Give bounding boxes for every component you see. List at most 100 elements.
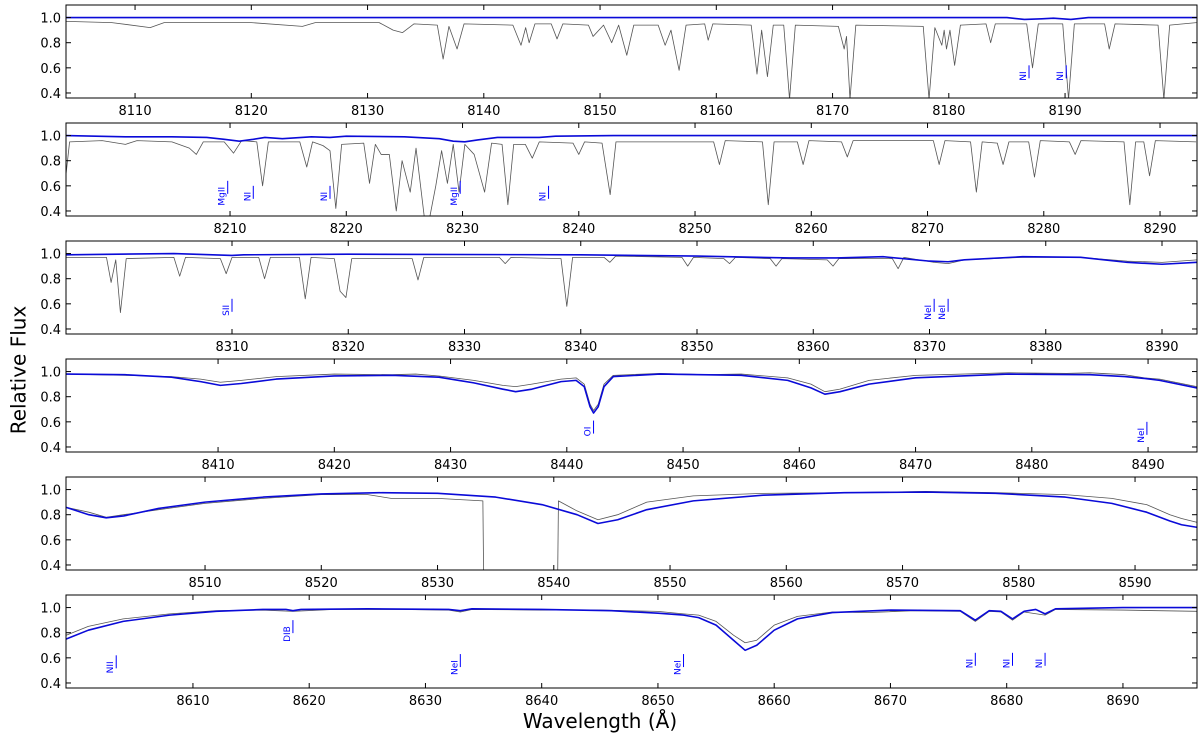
panel-frame <box>65 476 1198 571</box>
plot-area <box>66 606 1197 652</box>
x-tick-label: 8170 <box>816 104 849 119</box>
x-tick-label: 8160 <box>700 104 733 119</box>
annotation-label: NI <box>965 659 975 668</box>
annotation-label: SII <box>222 305 232 316</box>
annotation-label: MgII <box>218 187 228 206</box>
x-tick-label: 8550 <box>653 576 686 591</box>
x-tick-label: 8480 <box>1015 458 1048 473</box>
panel-frame <box>65 594 1198 689</box>
x-tick-label: 8350 <box>680 340 713 355</box>
annotation-label: NII <box>106 661 116 673</box>
spectrum-line <box>66 255 1197 314</box>
x-axis-title: Wavelength (Å) <box>523 709 677 733</box>
spectrum-line <box>66 373 1197 414</box>
plot-area <box>66 372 1197 414</box>
x-tick-label: 8270 <box>911 222 944 237</box>
y-tick-label: 0.4 <box>40 205 61 220</box>
plot-area <box>66 134 1197 216</box>
spectrum-line <box>66 609 1197 644</box>
spectrum-line <box>66 252 1197 266</box>
y-tick-label: 1.0 <box>40 366 61 381</box>
panel-frame <box>65 122 1198 217</box>
plot-area <box>66 252 1197 314</box>
x-tick-label: 8690 <box>1106 694 1139 709</box>
annotation-label: DIB <box>283 626 293 642</box>
annotation-label: NI <box>1035 659 1045 668</box>
x-tick-label: 8410 <box>202 458 235 473</box>
y-tick-label: 0.8 <box>40 509 61 524</box>
x-tick-label: 8570 <box>886 576 919 591</box>
annotation-label: NI <box>1019 71 1029 80</box>
x-tick-label: 8520 <box>305 576 338 591</box>
annotation-label: OI <box>584 427 594 437</box>
x-tick-label: 8530 <box>421 576 454 591</box>
y-tick-label: 1.0 <box>40 602 61 617</box>
y-tick-label: 1.0 <box>40 12 61 27</box>
x-tick-label: 8290 <box>1143 222 1176 237</box>
x-tick-label: 8120 <box>235 104 268 119</box>
y-tick-label: 0.8 <box>40 273 61 288</box>
y-tick-label: 0.6 <box>40 62 61 77</box>
annotation-label: NI <box>1056 71 1066 80</box>
x-tick-label: 8130 <box>351 104 384 119</box>
panel: SII NeI NeI 8310 8320 8330 8340 8350 8360 8370 838… <box>40 240 1198 355</box>
annotation-label: MgII <box>450 187 460 206</box>
panel-frame <box>65 4 1198 99</box>
y-tick-label: 0.4 <box>40 677 61 692</box>
x-tick-label: 8260 <box>795 222 828 237</box>
x-tick-label: 8240 <box>562 222 595 237</box>
x-tick-label: 8380 <box>1029 340 1062 355</box>
x-tick-label: 8190 <box>1049 104 1082 119</box>
y-tick-label: 0.6 <box>40 298 61 313</box>
spectrum-line <box>66 134 1197 143</box>
x-tick-label: 8210 <box>213 222 246 237</box>
x-tick-label: 8440 <box>550 458 583 473</box>
annotation-label: NeI <box>1137 428 1147 443</box>
x-tick-label: 8280 <box>1027 222 1060 237</box>
annotation-label: NeI <box>938 305 948 320</box>
y-tick-label: 1.0 <box>40 130 61 145</box>
x-tick-label: 8560 <box>770 576 803 591</box>
spectrum-line <box>66 20 1197 98</box>
panel: NII DIB NeI NeI NI NI NI 8610 8620 8630 8640 8650 86… <box>40 594 1198 709</box>
spectrum-line <box>66 140 1197 216</box>
panel-frame <box>65 240 1198 335</box>
x-tick-label: 8630 <box>409 694 442 709</box>
x-tick-label: 8680 <box>990 694 1023 709</box>
panel: NI NI 8110 8120 8130 8140 8150 8160 8170 8180 8190… <box>40 4 1198 119</box>
annotation-label: NeI <box>924 305 934 320</box>
y-tick-label: 1.0 <box>40 484 61 499</box>
annotation-label: NI <box>243 192 253 201</box>
y-tick-label: 0.4 <box>40 441 61 456</box>
x-tick-label: 8660 <box>758 694 791 709</box>
x-tick-label: 8390 <box>1145 340 1178 355</box>
y-axis-title: Relative Flux <box>7 306 31 435</box>
spectrum-line <box>66 491 1197 570</box>
x-tick-label: 8640 <box>525 694 558 709</box>
x-tick-label: 8510 <box>188 576 221 591</box>
x-tick-label: 8620 <box>293 694 326 709</box>
x-tick-label: 8320 <box>332 340 365 355</box>
y-tick-label: 0.6 <box>40 534 61 549</box>
x-tick-label: 8430 <box>434 458 467 473</box>
x-tick-label: 8370 <box>913 340 946 355</box>
x-tick-label: 8490 <box>1132 458 1165 473</box>
y-tick-label: 0.8 <box>40 391 61 406</box>
x-tick-label: 8460 <box>783 458 816 473</box>
x-tick-label: 8470 <box>899 458 932 473</box>
x-tick-label: 8450 <box>667 458 700 473</box>
y-tick-label: 0.8 <box>40 37 61 52</box>
panel-frame <box>65 358 1198 453</box>
y-tick-label: 0.6 <box>40 652 61 667</box>
y-tick-label: 0.4 <box>40 87 61 102</box>
x-tick-label: 8220 <box>330 222 363 237</box>
annotation-label: NI <box>320 192 330 201</box>
spectrum-line <box>66 16 1197 21</box>
panel: MgII NI NI MgII NI 8210 8220 8230 8240 8250 8260 82… <box>40 122 1198 237</box>
x-tick-label: 8250 <box>678 222 711 237</box>
x-tick-label: 8230 <box>446 222 479 237</box>
x-tick-label: 8330 <box>448 340 481 355</box>
x-tick-label: 8150 <box>584 104 617 119</box>
panel: 8510 8520 8530 8540 8550 8560 8570 8580 8590 0.4 0… <box>40 476 1198 591</box>
